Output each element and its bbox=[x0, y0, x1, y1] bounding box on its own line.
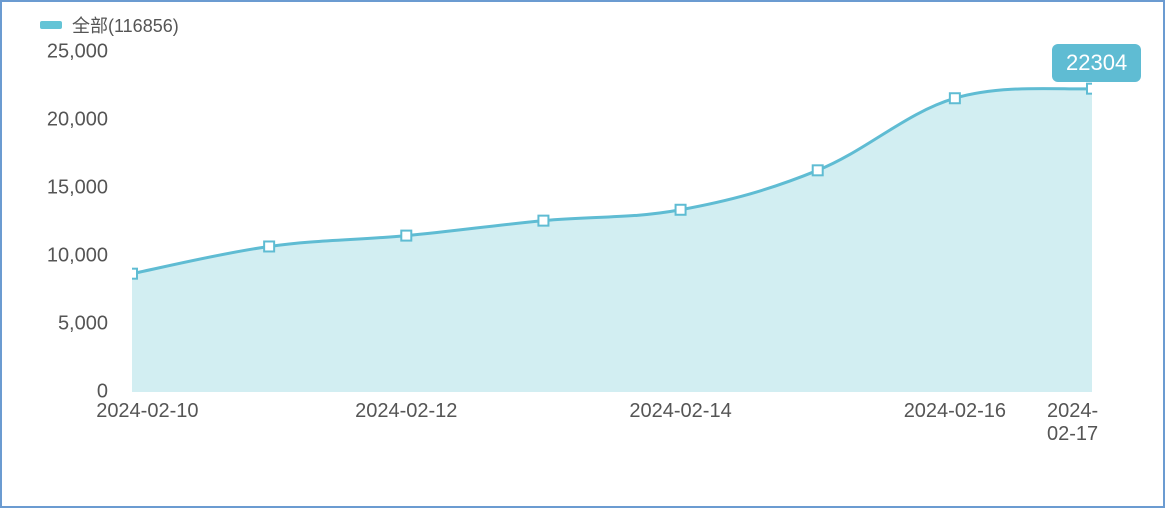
plot-area[interactable] bbox=[132, 52, 1092, 392]
value-tooltip: 22304 bbox=[1052, 44, 1141, 82]
y-tick-label: 15,000 bbox=[47, 177, 108, 200]
data-point-marker[interactable] bbox=[538, 216, 548, 226]
data-point-marker[interactable] bbox=[950, 93, 960, 103]
tooltip-value: 22304 bbox=[1066, 50, 1127, 75]
y-tick-label: 10,000 bbox=[47, 245, 108, 268]
x-axis-labels: 2024-02-10 2024-02-12 2024-02-14 2024-02-16… bbox=[2, 400, 1165, 430]
x-tick-label: 2024-02-12 bbox=[355, 400, 457, 423]
y-tick-label: 25,000 bbox=[47, 41, 108, 64]
data-point-marker[interactable] bbox=[1087, 84, 1092, 94]
x-tick-label: 2024-02-17 bbox=[1047, 400, 1122, 446]
x-tick-label: 2024-02-10 bbox=[96, 400, 198, 423]
data-point-marker[interactable] bbox=[676, 205, 686, 215]
data-point-marker[interactable] bbox=[401, 231, 411, 241]
y-tick-label: 5,000 bbox=[58, 313, 108, 336]
chart-svg bbox=[132, 52, 1092, 392]
chart-frame: 全部(116856) 05,00010,00015,00020,00025,00… bbox=[0, 0, 1165, 508]
data-point-marker[interactable] bbox=[264, 241, 274, 251]
x-tick-label: 2024-02-16 bbox=[904, 400, 1006, 423]
legend-swatch bbox=[40, 21, 62, 29]
data-point-marker[interactable] bbox=[132, 269, 137, 279]
data-point-marker[interactable] bbox=[813, 165, 823, 175]
y-tick-label: 20,000 bbox=[47, 109, 108, 132]
legend-label: 全部(116856) bbox=[72, 12, 179, 38]
x-tick-label: 2024-02-14 bbox=[629, 400, 731, 423]
area-fill bbox=[132, 89, 1092, 392]
y-axis-labels: 05,00010,00015,00020,00025,000 bbox=[2, 52, 122, 392]
legend[interactable]: 全部(116856) bbox=[40, 12, 179, 38]
